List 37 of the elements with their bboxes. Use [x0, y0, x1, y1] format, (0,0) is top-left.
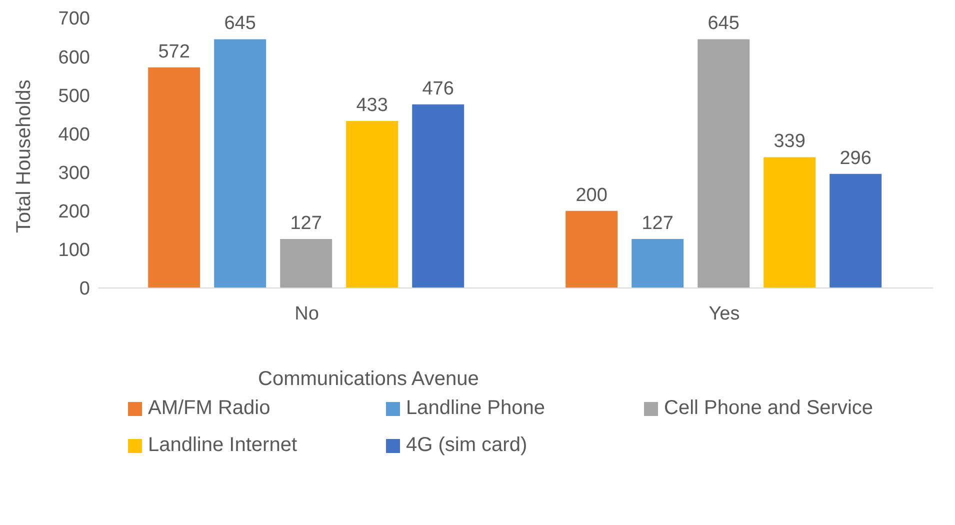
x-tick-label: Yes [708, 303, 740, 324]
y-tick-label: 0 [79, 278, 90, 300]
bar [148, 67, 200, 288]
legend-label: Cell Phone and Service [663, 397, 874, 420]
y-tick-label: 300 [58, 163, 90, 184]
bar [412, 104, 464, 288]
data-label: 296 [840, 148, 872, 169]
data-label: 127 [642, 213, 674, 234]
legend-label: 4G (sim card) [405, 434, 528, 457]
data-label: 127 [290, 213, 322, 234]
bar [698, 39, 750, 288]
bar [214, 39, 266, 288]
bar [346, 120, 398, 288]
bar [764, 157, 816, 288]
y-tick-label: 500 [58, 86, 90, 107]
y-tick-label: 600 [58, 47, 90, 68]
bar [566, 210, 618, 288]
bar [830, 174, 882, 288]
y-axis-title: Total Households [13, 80, 36, 233]
legend-label: AM/FM Radio [147, 397, 272, 420]
data-label: 339 [774, 131, 806, 152]
bar [632, 239, 684, 288]
data-label: 572 [158, 41, 190, 62]
y-tick-label: 700 [58, 8, 90, 30]
data-label: 433 [356, 94, 388, 116]
data-label: 645 [708, 13, 740, 34]
legend-label: Landline Internet [147, 434, 298, 457]
data-label: 645 [224, 13, 256, 34]
y-tick-label: 200 [58, 202, 90, 223]
y-tick-label: 100 [58, 240, 90, 262]
x-tick-label: No [294, 303, 319, 324]
data-label: 476 [422, 78, 454, 100]
legend-title: Communications Avenue [257, 368, 480, 391]
bar [280, 239, 332, 288]
y-tick-label: 400 [58, 124, 90, 146]
data-label: 200 [576, 184, 608, 206]
legend-label: Landline Phone [405, 397, 546, 420]
